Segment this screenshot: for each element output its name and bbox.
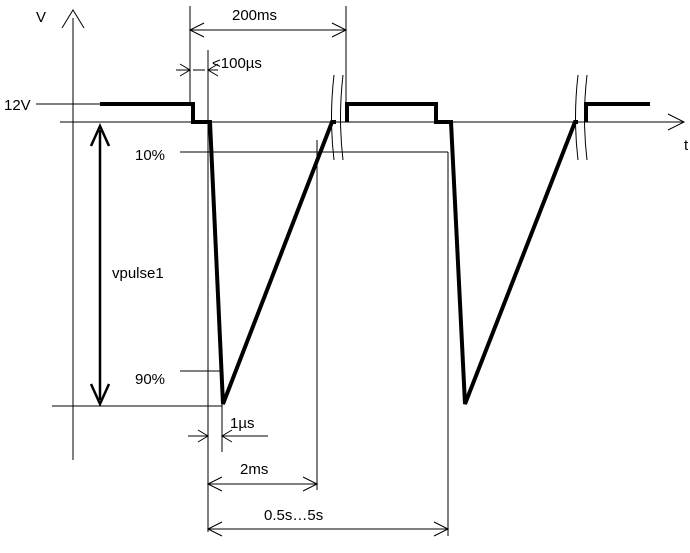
y-axis [61,9,85,460]
dim-1us [188,429,268,443]
break-symbol-1 [331,74,344,161]
break-symbol-2 [575,74,588,161]
waveform [100,102,650,405]
y-axis-label: V [36,9,46,26]
label-repetition: 0.5s…5s [264,507,323,524]
amplitude-label: vpulse1 [112,265,164,282]
label-lt100us: <100µs [212,55,262,72]
label-10pct: 10% [135,147,165,164]
label-200ms: 200ms [232,7,277,24]
amplitude-arrow [89,122,111,408]
x-axis-label: t [684,137,689,154]
dim-200ms [188,22,348,38]
level-label-12v: 12V [4,97,31,114]
label-90pct: 90% [135,371,165,388]
dim-2ms [206,476,319,492]
x-axis [60,113,686,131]
label-2ms: 2ms [240,461,268,478]
label-1us: 1µs [230,415,255,432]
dim-lt100us [176,63,219,77]
dim-repetition [206,521,450,537]
